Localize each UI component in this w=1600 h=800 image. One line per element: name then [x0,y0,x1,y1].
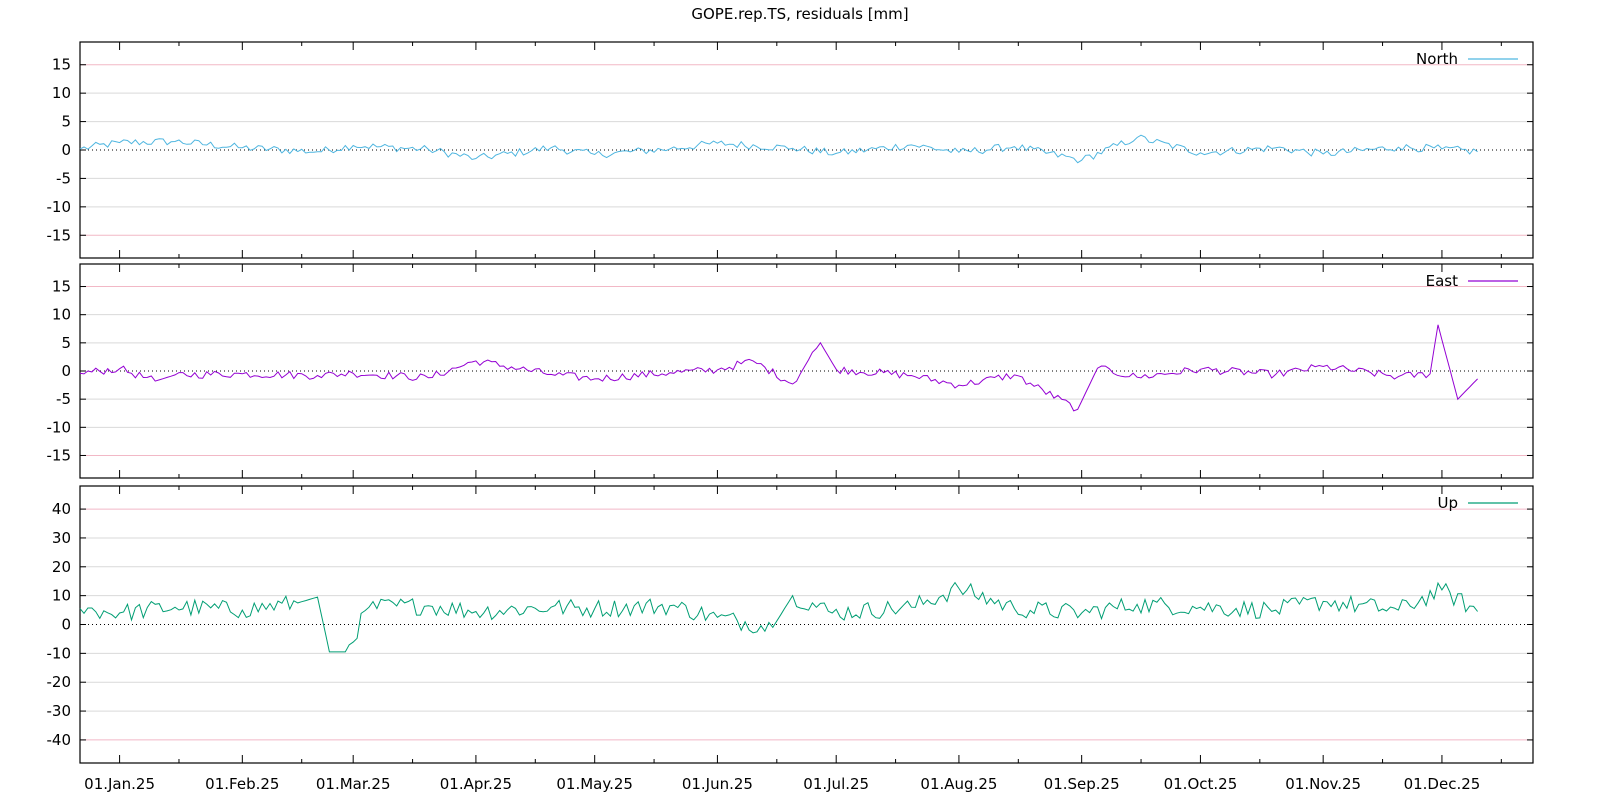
x-tick-label: 01.May.25 [556,775,633,793]
y-tick-label: 10 [52,587,71,605]
y-tick-label: -10 [47,644,72,662]
y-tick-label: 15 [52,278,71,296]
y-tick-label: -15 [47,446,72,464]
panel-east: 15 10 5 0 -5 -10 -15 East [47,263,1534,479]
panel-north: 15 10 5 0 -5 -10 -15 North [47,41,1534,259]
y-tick-label: 0 [61,616,71,634]
panel-frame [79,485,1534,764]
y-tick-label: 20 [52,558,71,576]
x-tick-label: 01.Feb.25 [205,775,279,793]
y-tick-label: 5 [61,334,71,352]
y-tick-label: -5 [56,390,71,408]
x-tick-label: 01.Sep.25 [1044,775,1120,793]
y-tick-label: 15 [52,56,71,74]
x-tick-label: 01.Oct.25 [1164,775,1238,793]
y-tick-label: 30 [52,529,71,547]
x-tick-label: 01.Jul.25 [803,775,869,793]
y-tick-label: 10 [52,306,71,324]
panel-frame [79,263,1534,479]
x-tick-label: 01.Dec.25 [1404,775,1481,793]
series-line-up [79,581,1478,653]
y-tick-label: -10 [47,418,72,436]
legend-label-north: North [1416,50,1458,68]
y-tick-label: 40 [52,500,71,518]
series-line-east [79,324,1478,412]
panel-frame [79,41,1534,259]
x-tick-label: 01.Apr.25 [440,775,512,793]
x-tick-label: 01.Nov.25 [1285,775,1361,793]
y-tick-label: -5 [56,169,71,187]
y-tick-label: -15 [47,226,72,244]
legend-label-east: East [1426,272,1458,290]
y-tick-label: 0 [61,362,71,380]
y-tick-label: -40 [47,731,72,749]
legend-label-up: Up [1437,494,1458,512]
x-tick-label: 01.Aug.25 [920,775,997,793]
chart-title: GOPE.rep.TS, residuals [mm] [691,5,908,23]
y-tick-label: 5 [61,113,71,131]
y-tick-label: -10 [47,198,72,216]
y-tick-label: -30 [47,702,72,720]
panel-up: 40 30 20 10 0 -10 -20 -30 -40 Up [47,485,1534,764]
y-tick-label: -20 [47,673,72,691]
y-tick-label: 10 [52,84,71,102]
x-tick-label: 01.Jan.25 [84,775,155,793]
x-tick-label: 01.Jun.25 [682,775,753,793]
y-tick-label: 0 [61,141,71,159]
x-tick-label: 01.Mar.25 [316,775,391,793]
series-line-north [79,134,1478,164]
